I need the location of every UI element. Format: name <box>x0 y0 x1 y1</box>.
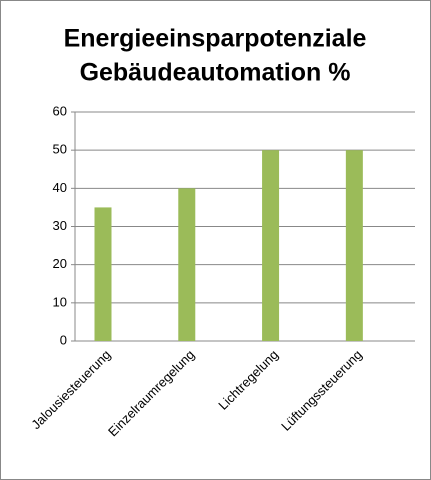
y-tick-label: 40 <box>53 180 67 195</box>
y-tick-label: 0 <box>60 332 67 347</box>
y-tick-label: 10 <box>53 294 67 309</box>
chart-title: Gebäudeautomation % <box>80 59 351 87</box>
y-tick-label: 60 <box>53 103 67 118</box>
bar <box>345 150 363 341</box>
bar <box>94 207 112 341</box>
y-tick-label: 30 <box>53 218 67 233</box>
y-tick-label: 20 <box>53 256 67 271</box>
bar <box>178 188 196 341</box>
bar <box>262 150 280 341</box>
chart-title: Energieeinsparpotenziale <box>64 25 367 53</box>
y-tick-label: 50 <box>53 142 67 157</box>
